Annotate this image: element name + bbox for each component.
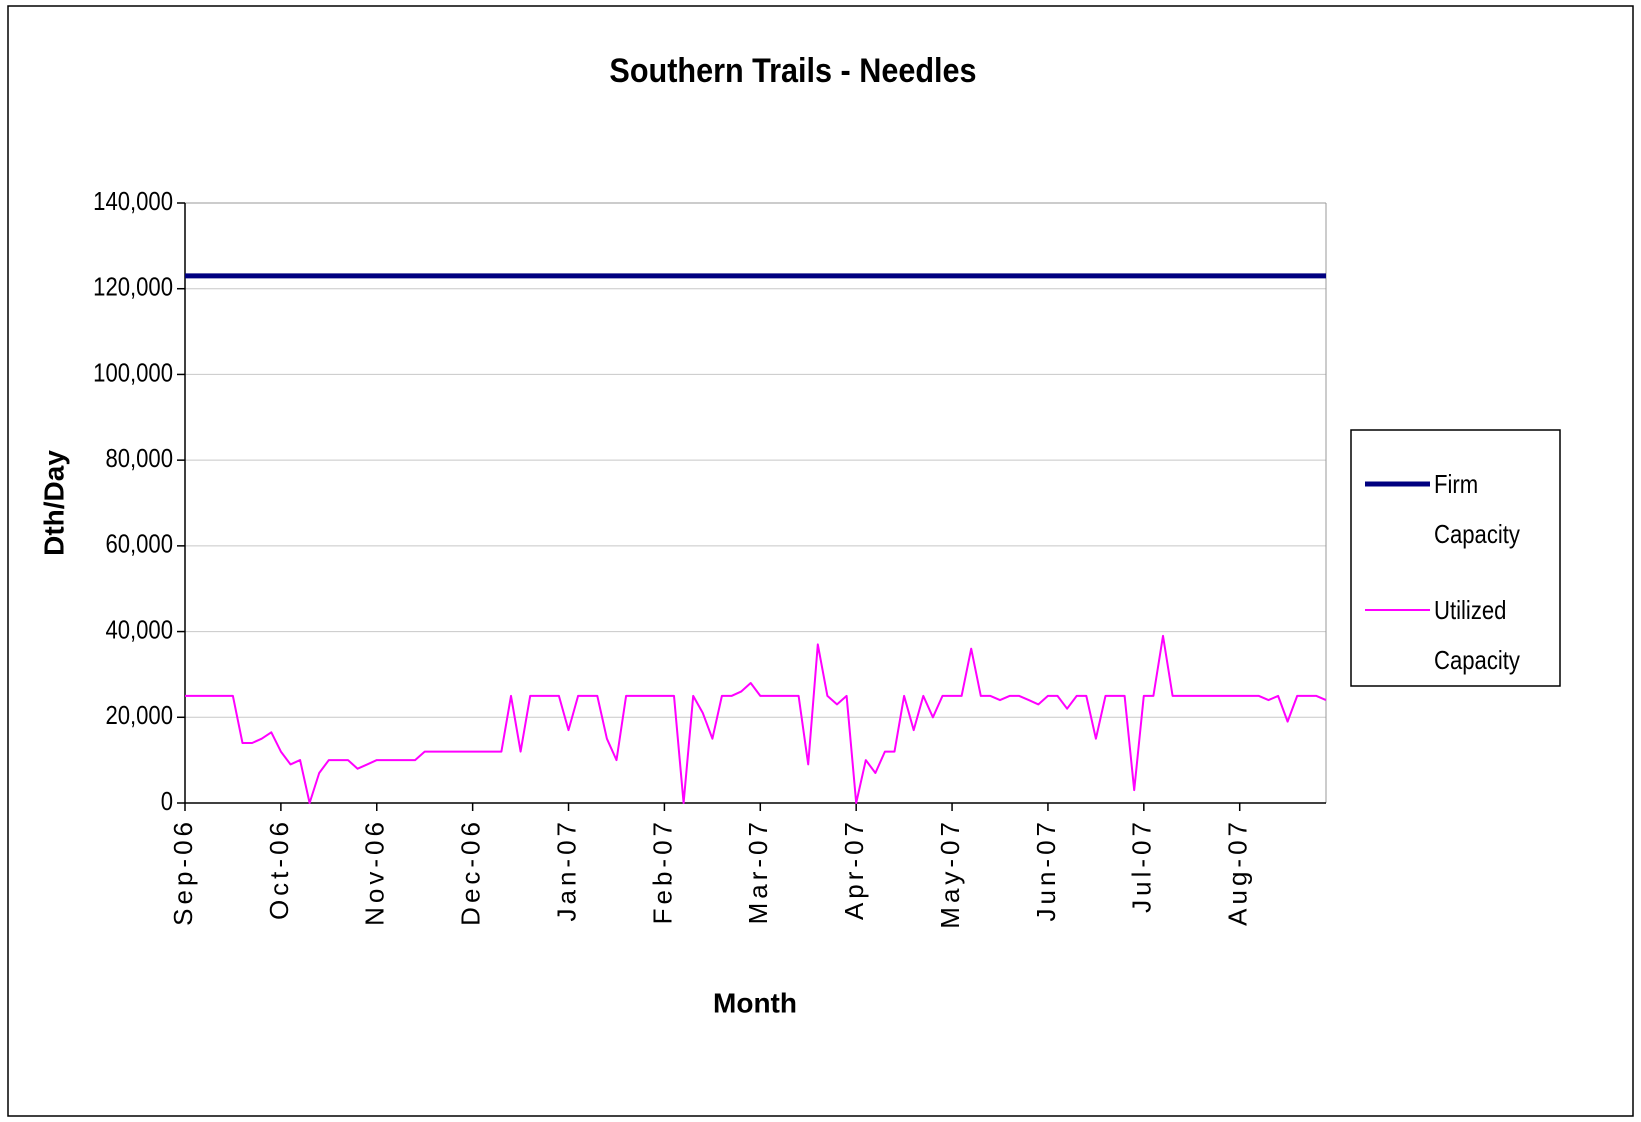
chart-border: [7, 5, 1634, 1117]
legend-label: Utilized Capacity: [1434, 595, 1520, 675]
series-line: [185, 634, 1327, 804]
x-tick-label: May-07: [935, 818, 965, 929]
x-tick-label: Dec-06: [456, 818, 486, 926]
x-tick-label: Aug-07: [1223, 818, 1253, 926]
y-tick-label: 0: [161, 787, 173, 816]
x-tick-label: Jul-07: [1127, 818, 1157, 913]
legend-box: [1350, 429, 1561, 687]
y-tick-label: 40,000: [105, 616, 173, 645]
x-axis-label: Month: [713, 987, 797, 1018]
y-tick-label: 20,000: [105, 702, 173, 731]
x-tick-label: Sep-06: [168, 818, 198, 926]
x-tick-label: Jan-07: [551, 818, 581, 922]
chart-title: Southern Trails - Needles: [609, 52, 976, 90]
x-tick-label: Feb-07: [647, 818, 677, 924]
x-tick-label: Nov-06: [360, 818, 390, 926]
y-tick-label: 140,000: [93, 187, 173, 216]
legend-label: Firm Capacity: [1434, 469, 1520, 549]
y-tick-label: 120,000: [93, 273, 173, 302]
y-tick-label: 100,000: [93, 359, 173, 388]
y-tick-label: 60,000: [105, 530, 173, 559]
x-tick-label: Apr-07: [839, 818, 869, 920]
x-tick-label: Jun-07: [1031, 818, 1061, 922]
y-axis-label: Dth/Day: [38, 450, 69, 556]
x-tick-label: Mar-07: [743, 818, 773, 924]
x-tick-label: Oct-06: [264, 818, 294, 920]
y-tick-label: 80,000: [105, 444, 173, 473]
